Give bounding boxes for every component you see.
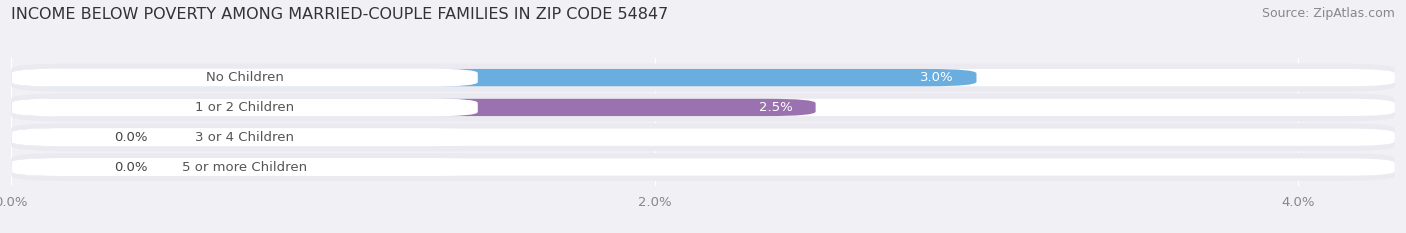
FancyBboxPatch shape (11, 158, 478, 176)
Text: 3.0%: 3.0% (921, 71, 953, 84)
Text: No Children: No Children (205, 71, 284, 84)
FancyBboxPatch shape (11, 93, 1395, 121)
Text: 0.0%: 0.0% (114, 131, 148, 144)
FancyBboxPatch shape (11, 123, 1395, 151)
FancyBboxPatch shape (11, 99, 1395, 116)
Text: 2.5%: 2.5% (759, 101, 793, 114)
FancyBboxPatch shape (11, 69, 478, 87)
Text: INCOME BELOW POVERTY AMONG MARRIED-COUPLE FAMILIES IN ZIP CODE 54847: INCOME BELOW POVERTY AMONG MARRIED-COUPL… (11, 7, 668, 22)
Text: 1 or 2 Children: 1 or 2 Children (195, 101, 294, 114)
FancyBboxPatch shape (11, 153, 1395, 181)
Text: 0.0%: 0.0% (114, 161, 148, 174)
FancyBboxPatch shape (11, 99, 478, 116)
FancyBboxPatch shape (11, 158, 1395, 176)
FancyBboxPatch shape (11, 128, 478, 146)
FancyBboxPatch shape (11, 129, 82, 146)
FancyBboxPatch shape (11, 99, 815, 116)
Text: 5 or more Children: 5 or more Children (181, 161, 307, 174)
FancyBboxPatch shape (11, 158, 82, 176)
Text: Source: ZipAtlas.com: Source: ZipAtlas.com (1261, 7, 1395, 20)
FancyBboxPatch shape (11, 69, 1395, 86)
Text: 3 or 4 Children: 3 or 4 Children (195, 131, 294, 144)
FancyBboxPatch shape (11, 64, 1395, 92)
FancyBboxPatch shape (11, 129, 1395, 146)
FancyBboxPatch shape (11, 69, 977, 86)
